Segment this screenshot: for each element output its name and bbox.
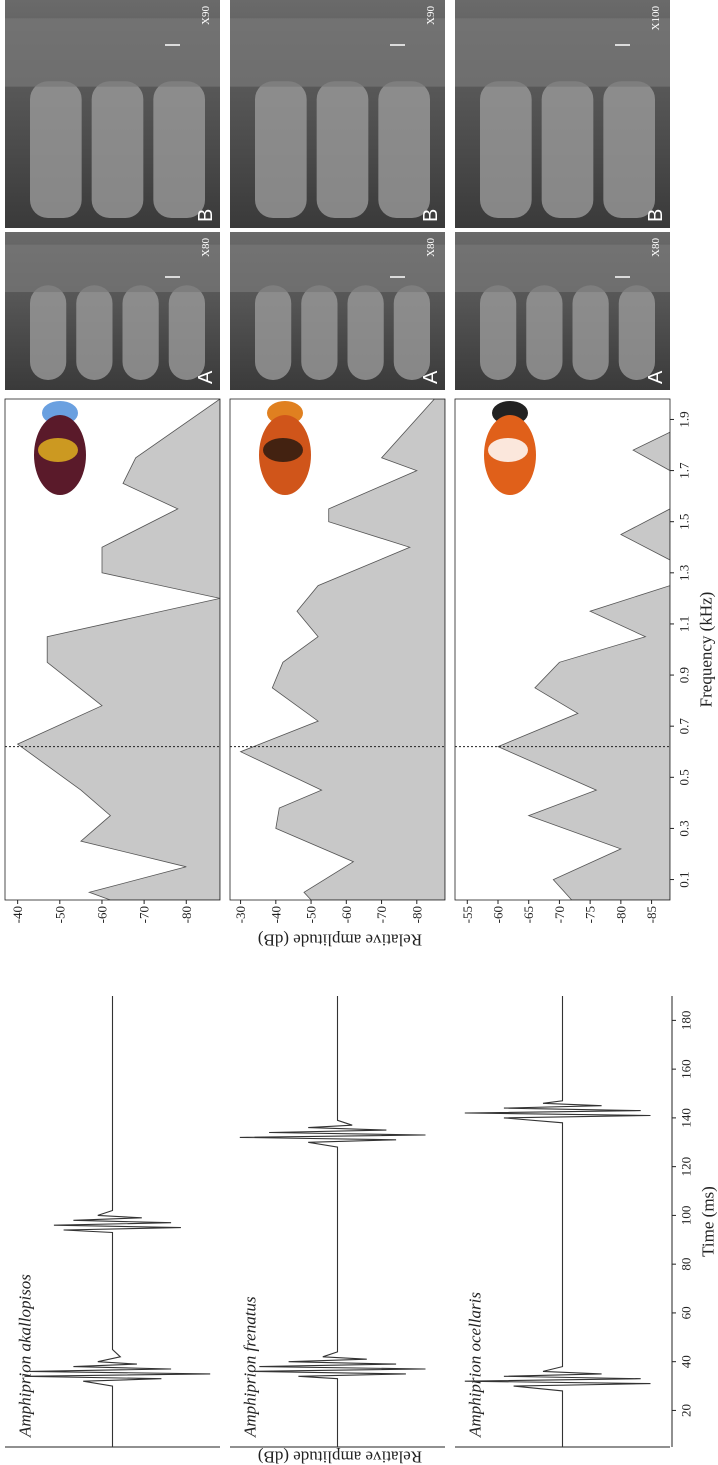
y-tick-label: -65 — [521, 906, 536, 923]
x-tick-label: 1.1 — [677, 616, 692, 632]
fish-fin — [263, 438, 303, 462]
y-tick-label: -70 — [374, 906, 389, 923]
tooth — [168, 285, 205, 380]
tooth-base — [5, 18, 220, 87]
waveform — [239, 996, 426, 1447]
y-tick-label: -60 — [94, 906, 109, 923]
panel-frame — [229, 398, 446, 901]
y-axis-label: Relative amplitude (dB) — [258, 1448, 422, 1465]
fish-fin — [38, 438, 78, 462]
tooth — [301, 285, 338, 380]
y-tick-label: -70 — [552, 906, 567, 923]
y-tick-label: -80 — [613, 906, 628, 923]
y-tick-label: -80 — [179, 906, 194, 923]
tooth — [255, 285, 292, 380]
magnification: X100 — [650, 6, 662, 31]
y-tick-label: -55 — [460, 906, 475, 923]
tooth — [316, 81, 369, 218]
y-tick-label: -30 — [233, 906, 248, 923]
magnification: X90 — [200, 6, 212, 25]
tooth — [255, 81, 307, 218]
fish-fin — [488, 438, 528, 462]
x-tick-label: 0.1 — [677, 871, 692, 887]
tooth — [480, 285, 517, 380]
tooth — [618, 285, 655, 380]
spectrum-area — [239, 399, 445, 900]
x-axis-label: Time (ms) — [699, 1186, 718, 1257]
tooth — [30, 81, 82, 218]
x-tick-label: 60 — [679, 1306, 694, 1319]
y-tick-label: -85 — [644, 906, 659, 923]
x-tick-label: 1.3 — [677, 565, 692, 581]
x-tick-label: 0.3 — [677, 820, 692, 836]
tooth-base — [455, 18, 670, 87]
panel-label: B — [195, 209, 217, 222]
tooth — [76, 285, 113, 380]
x-tick-label: 1.9 — [677, 411, 692, 427]
x-tick-label: 0.9 — [677, 667, 692, 683]
tooth-base — [5, 244, 220, 293]
panel-frame — [4, 398, 221, 901]
tooth — [122, 285, 159, 380]
magnification: X90 — [425, 6, 437, 25]
x-tick-label: 40 — [679, 1355, 694, 1368]
x-tick-label: 1.7 — [677, 462, 692, 479]
tooth — [91, 81, 144, 218]
tooth — [541, 81, 594, 218]
waveform — [24, 996, 211, 1447]
x-tick-label: 1.5 — [677, 514, 692, 530]
x-tick-label: 180 — [679, 1011, 694, 1031]
y-tick-label: -50 — [52, 906, 67, 923]
rotated-figure: Amphiprion akallopisos Amphiprion frenatu… — [4, 0, 718, 1465]
x-tick-label: 80 — [679, 1258, 694, 1271]
tooth-base — [230, 244, 445, 293]
x-tick-label: 160 — [679, 1059, 694, 1079]
tooth — [603, 81, 655, 218]
tooth — [572, 285, 609, 380]
tooth — [378, 81, 431, 218]
y-tick-label: -40 — [10, 906, 25, 923]
chart-title: Amphiprion ocellaris — [466, 1292, 485, 1438]
chart-title: Amphiprion akallopisos — [16, 1274, 35, 1438]
x-tick-label: 100 — [679, 1206, 694, 1226]
x-tick-label: 20 — [679, 1404, 694, 1417]
y-tick-label: -60 — [491, 906, 506, 923]
tooth-base — [230, 18, 445, 87]
spectrum-area — [496, 431, 670, 900]
spectrum-area — [16, 399, 220, 900]
tooth — [30, 285, 67, 380]
panel-label: B — [645, 209, 667, 222]
x-tick-label: 0.7 — [677, 718, 692, 735]
waveform — [464, 996, 651, 1447]
y-tick-label: -80 — [409, 906, 424, 923]
y-tick-label: -50 — [304, 906, 319, 923]
x-tick-label: 120 — [679, 1157, 694, 1177]
tooth-base — [455, 244, 670, 293]
x-axis-label: Frequency (kHz) — [697, 592, 716, 708]
y-tick-label: -70 — [137, 906, 152, 923]
y-axis-label: Relative amplitude (dB) — [258, 931, 422, 950]
tooth — [153, 81, 205, 218]
tooth — [480, 81, 532, 218]
y-tick-label: -75 — [583, 906, 598, 923]
panel-label: A — [195, 370, 217, 384]
tooth — [393, 285, 430, 380]
magnification: X80 — [200, 238, 212, 257]
panel-frame — [454, 398, 671, 901]
chart-title: Amphiprion frenatus — [241, 1296, 260, 1438]
tooth — [347, 285, 384, 380]
panel-label: B — [420, 209, 442, 222]
x-tick-label: 0.5 — [677, 769, 692, 785]
magnification: X80 — [425, 238, 437, 257]
y-tick-label: -40 — [268, 906, 283, 923]
panel-label: A — [645, 370, 667, 384]
x-tick-label: 140 — [679, 1108, 694, 1128]
magnification: X80 — [650, 238, 662, 257]
panel-label: A — [420, 370, 442, 384]
y-tick-label: -60 — [339, 906, 354, 923]
tooth — [526, 285, 563, 380]
